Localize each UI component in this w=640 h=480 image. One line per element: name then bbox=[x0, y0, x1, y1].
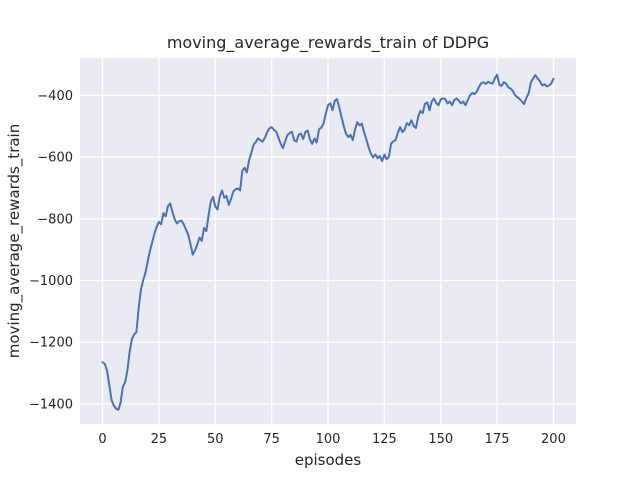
x-tick-label: 150 bbox=[428, 432, 453, 447]
reward-line-series bbox=[101, 73, 555, 411]
x-tick-label: 25 bbox=[151, 432, 168, 447]
chart-title: moving_average_rewards_train of DDPG bbox=[166, 33, 490, 52]
y-tick-label: −600 bbox=[37, 151, 73, 166]
x-tick-label: 125 bbox=[372, 432, 397, 447]
x-tick-label: 0 bbox=[98, 432, 106, 447]
x-axis-label: episodes bbox=[294, 451, 362, 469]
y-tick-label: −800 bbox=[37, 212, 73, 227]
y-axis-label-text: moving_average_rewards_train bbox=[5, 123, 23, 359]
x-tick-label: 200 bbox=[541, 432, 566, 447]
x-tick-label: 75 bbox=[263, 432, 280, 447]
x-tick-label: 50 bbox=[207, 432, 224, 447]
y-tick-label: −400 bbox=[37, 89, 73, 104]
x-tick-label: 100 bbox=[316, 432, 341, 447]
y-tick-label: −1400 bbox=[29, 397, 73, 412]
y-tick-label: −1200 bbox=[29, 336, 73, 351]
y-tick-label: −1000 bbox=[29, 274, 73, 289]
x-tick-label: 175 bbox=[485, 432, 510, 447]
